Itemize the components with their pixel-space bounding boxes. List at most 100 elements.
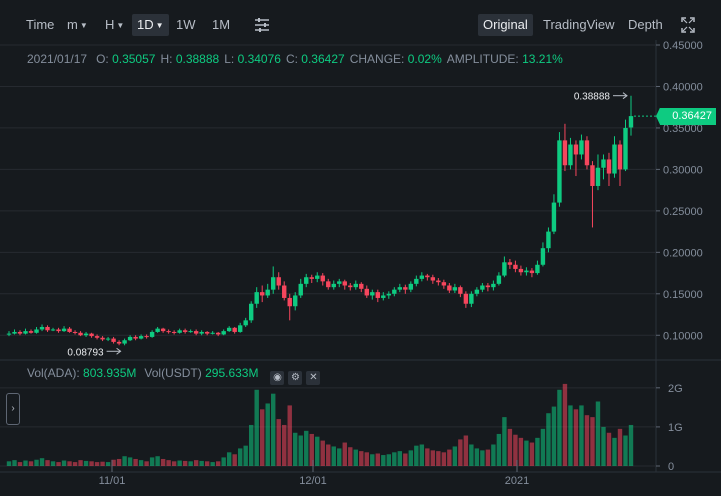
volume-bar: [155, 456, 160, 466]
hour-interval-dropdown[interactable]: H ▼: [100, 14, 129, 36]
price-tick-label: 0.20000: [663, 247, 703, 259]
candle-body: [375, 292, 380, 298]
ohlc-date: 2021/01/17: [27, 52, 88, 66]
volume-bar: [496, 433, 502, 466]
candle-body: [287, 297, 292, 307]
candle-body: [188, 331, 193, 333]
volume-bar: [254, 389, 259, 466]
candle-body: [138, 336, 144, 339]
eye-icon[interactable]: ◉: [270, 371, 285, 385]
last-price-tag: 0.36427: [660, 107, 716, 125]
candle-body: [199, 331, 204, 334]
volume-bar: [370, 454, 375, 466]
candle-body: [337, 281, 342, 284]
candle-body: [447, 285, 452, 291]
volume-bar: [78, 460, 83, 466]
volume-bar: [419, 444, 425, 466]
caret-down-icon: ▼: [116, 21, 125, 30]
candle-body: [45, 326, 50, 331]
candle-body: [144, 336, 149, 338]
candle-body: [83, 333, 89, 336]
candle-body: [485, 285, 491, 288]
volume-tick-label: 0: [668, 461, 674, 473]
candle-body: [414, 278, 419, 284]
volume-bar: [39, 458, 45, 466]
candle-body: [304, 277, 309, 284]
volume-bar: [138, 460, 144, 466]
volume-bar: [513, 434, 518, 466]
candle-body: [265, 289, 270, 296]
candle-body: [370, 292, 375, 296]
time-button[interactable]: Time: [26, 17, 55, 32]
candle-body: [293, 295, 298, 307]
low-value: 0.34076: [237, 52, 281, 66]
volume-bar: [177, 460, 182, 466]
price-tick-label: 0.35000: [663, 123, 703, 135]
sliders-icon[interactable]: [249, 13, 275, 35]
volume-bar: [397, 451, 403, 466]
time-tick-label: 2021: [505, 475, 529, 487]
volume-bar: [232, 454, 237, 466]
volume-bar: [595, 401, 601, 466]
candle-body: [56, 329, 61, 332]
low-label: L:: [224, 52, 235, 66]
price-tick-label: 0.15000: [663, 289, 703, 301]
candle-body: [315, 275, 320, 279]
candle-body: [243, 320, 248, 326]
week-interval-button[interactable]: 1W: [176, 17, 196, 32]
day-interval-dropdown[interactable]: 1D ▼: [132, 14, 169, 36]
candle-body: [116, 341, 122, 344]
close-icon[interactable]: ✕: [306, 371, 321, 385]
day-label: 1D: [137, 17, 154, 32]
volume-bar: [573, 409, 579, 466]
candle-body: [342, 281, 347, 286]
depth-view-button[interactable]: Depth: [628, 17, 663, 32]
price-tick-label: 0.10000: [663, 330, 703, 342]
volume-bar: [326, 444, 331, 466]
volume-bar: [353, 449, 358, 466]
volume-bar: [458, 439, 463, 466]
volume-bar: [540, 428, 546, 466]
volume-bar: [111, 459, 116, 466]
original-view-button[interactable]: Original: [478, 14, 533, 36]
candle-body: [61, 328, 67, 332]
candle-body: [359, 283, 364, 289]
candle-body: [606, 159, 612, 174]
volume-bar: [447, 449, 452, 466]
month-interval-button[interactable]: 1M: [212, 17, 231, 32]
volume-bar: [364, 452, 369, 466]
volume-bar: [304, 430, 309, 466]
candle-body: [331, 283, 336, 288]
base-volume-value: 803.935M: [83, 366, 137, 380]
volume-bar: [56, 462, 61, 466]
high-value: 0.38888: [175, 52, 220, 66]
quote-volume-value: 295.633M: [205, 366, 259, 380]
candle-body: [469, 293, 474, 304]
tradingview-view-button[interactable]: TradingView: [543, 17, 615, 32]
candle-body: [463, 293, 469, 304]
candle-body: [94, 336, 100, 338]
candle-body: [6, 333, 12, 335]
candle-body: [155, 328, 160, 332]
minute-interval-dropdown[interactable]: m ▼: [62, 14, 93, 36]
volume-bar: [50, 461, 56, 466]
volume-bar: [127, 457, 133, 466]
volume-bar: [12, 460, 17, 466]
amplitude-label: AMPLITUDE:: [446, 52, 519, 66]
volume-bar: [601, 426, 606, 466]
candle-body: [260, 292, 265, 296]
expand-icon[interactable]: [675, 13, 701, 35]
chevron-right-icon[interactable]: ›: [6, 393, 20, 425]
volume-info-bar: Vol(ADA): 803.935M Vol(USDT) 295.633M ◉ ⚙ ✕: [27, 364, 321, 385]
volume-bar: [337, 448, 342, 466]
volume-bar: [414, 445, 419, 466]
volume-bar: [67, 461, 72, 466]
candle-body: [425, 275, 430, 278]
candle-body: [67, 328, 72, 332]
settings-icon[interactable]: ⚙: [288, 371, 303, 385]
volume-bar: [441, 452, 447, 466]
candle-body: [386, 293, 392, 296]
volume-bar: [193, 460, 199, 466]
volume-bar: [34, 459, 39, 466]
